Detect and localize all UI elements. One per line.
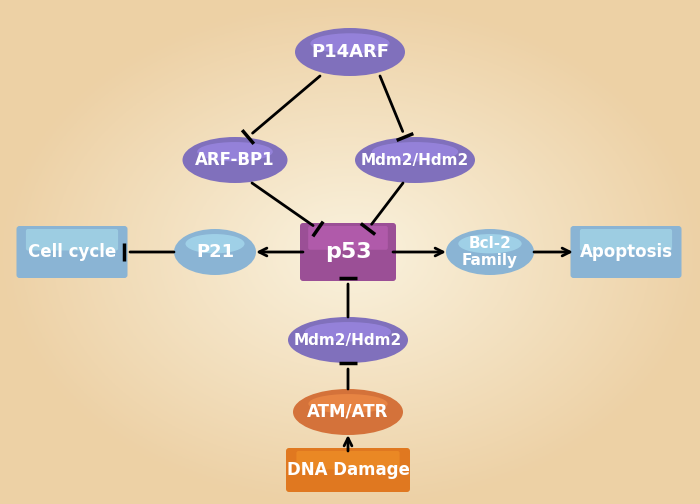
FancyBboxPatch shape: [26, 229, 118, 250]
FancyBboxPatch shape: [300, 223, 396, 281]
Text: Bcl-2
Family: Bcl-2 Family: [462, 236, 518, 268]
Ellipse shape: [309, 394, 388, 413]
FancyBboxPatch shape: [580, 229, 672, 250]
Ellipse shape: [174, 229, 256, 275]
Ellipse shape: [183, 137, 288, 183]
Text: Apoptosis: Apoptosis: [580, 243, 673, 261]
Ellipse shape: [186, 234, 244, 254]
Text: DNA Damage: DNA Damage: [286, 461, 409, 479]
FancyBboxPatch shape: [296, 451, 400, 469]
Ellipse shape: [458, 234, 522, 254]
Text: Mdm2/Hdm2: Mdm2/Hdm2: [361, 153, 469, 167]
Ellipse shape: [304, 322, 391, 341]
FancyBboxPatch shape: [570, 226, 682, 278]
Ellipse shape: [355, 137, 475, 183]
Ellipse shape: [293, 389, 403, 435]
Text: ARF-BP1: ARF-BP1: [195, 151, 275, 169]
Ellipse shape: [372, 142, 459, 161]
Ellipse shape: [446, 229, 534, 275]
Text: Cell cycle: Cell cycle: [28, 243, 116, 261]
Ellipse shape: [310, 33, 390, 53]
Text: P14ARF: P14ARF: [311, 43, 389, 61]
Text: ATM/ATR: ATM/ATR: [307, 403, 389, 421]
FancyBboxPatch shape: [286, 448, 410, 492]
Ellipse shape: [288, 317, 408, 363]
FancyBboxPatch shape: [308, 226, 388, 250]
Text: Mdm2/Hdm2: Mdm2/Hdm2: [294, 333, 402, 347]
Text: P21: P21: [196, 243, 234, 261]
Text: p53: p53: [325, 242, 371, 262]
Ellipse shape: [197, 142, 273, 161]
FancyBboxPatch shape: [17, 226, 127, 278]
Ellipse shape: [295, 28, 405, 76]
